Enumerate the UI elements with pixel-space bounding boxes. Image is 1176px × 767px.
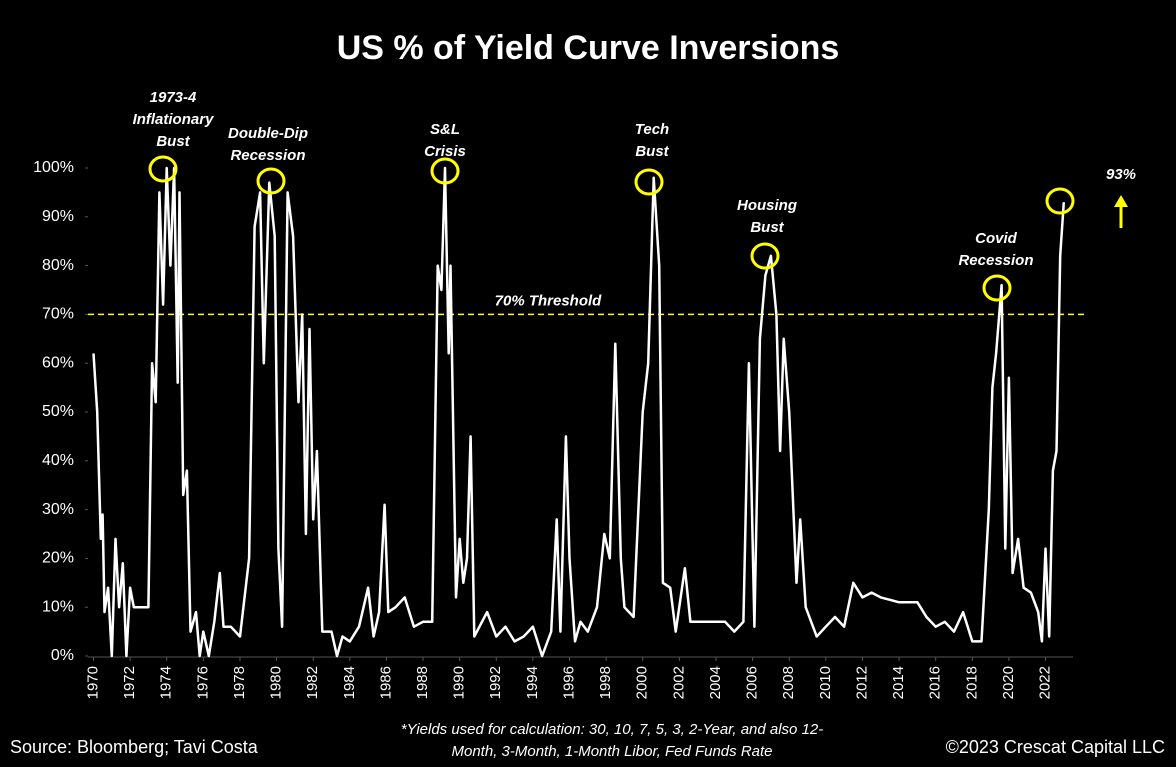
x-tick-label: 2006 (744, 666, 761, 699)
annotation-text: Recession (958, 252, 1033, 269)
x-tick-label: 1992 (487, 666, 504, 699)
y-tick-label: 70% (42, 306, 74, 323)
y-tick-label: 30% (42, 501, 74, 518)
x-tick-label: 2008 (780, 666, 797, 699)
annotation-text: Housing (737, 197, 797, 214)
annotation-circle (634, 168, 664, 196)
threshold-label: 70% Threshold (495, 292, 603, 309)
x-tick-label: 2012 (853, 666, 870, 699)
x-tick-label: 1976 (194, 666, 211, 699)
y-tick-label: 100% (33, 159, 74, 176)
y-tick-label: 50% (42, 403, 74, 420)
annotation-circle (148, 155, 178, 183)
annotation-circle (256, 167, 286, 195)
annotation-text: Bust (750, 219, 784, 236)
x-tick-label: 2014 (890, 666, 907, 699)
annotation-circle (982, 274, 1012, 302)
annotation-circle (430, 157, 460, 185)
x-tick-label: 1974 (158, 666, 175, 699)
x-tick-label: 1986 (377, 666, 394, 699)
x-tick-label: 1972 (121, 666, 138, 699)
y-tick-label: 10% (42, 598, 74, 615)
annotation-text: Bust (156, 133, 190, 150)
annotation-text: Inflationary (133, 111, 215, 128)
x-tick-label: 1998 (597, 666, 614, 699)
x-tick-label: 1994 (524, 666, 541, 699)
x-tick-label: 1984 (341, 666, 358, 699)
x-tick-label: 2010 (817, 666, 834, 699)
x-tick-label: 1990 (451, 666, 468, 699)
annotation-text: Crisis (424, 143, 466, 160)
annotation-circle (1045, 187, 1075, 215)
x-tick-label: 1970 (84, 666, 101, 699)
annotation-circle (750, 242, 780, 270)
y-tick-label: 90% (42, 208, 74, 225)
y-tick-label: 20% (42, 550, 74, 567)
y-tick-label: 40% (42, 452, 74, 469)
note: *Yields used for calculation: 30, 10, 7,… (401, 721, 824, 738)
copyright: ©2023 Crescat Capital LLC (946, 737, 1165, 757)
note: Month, 3-Month, 1-Month Libor, Fed Funds… (452, 743, 773, 760)
annotation-text: Covid (975, 230, 1018, 247)
y-tick-label: 0% (51, 647, 74, 664)
x-tick-label: 2000 (634, 666, 651, 699)
chart-title: US % of Yield Curve Inversions (337, 29, 840, 67)
x-tick-label: 1982 (304, 666, 321, 699)
annotation-text: S&L (430, 121, 460, 138)
annotation-text: Bust (635, 143, 669, 160)
x-tick-label: 2022 (1037, 666, 1054, 699)
annotation-text: Recession (230, 147, 305, 164)
x-tick-label: 2002 (670, 666, 687, 699)
annotation-text: 1973-4 (150, 89, 197, 106)
annotation-text: Double-Dip (228, 125, 308, 142)
x-tick-label: 2004 (707, 666, 724, 699)
x-tick-label: 2016 (927, 666, 944, 699)
x-tick-label: 1988 (414, 666, 431, 699)
x-tick-label: 2018 (963, 666, 980, 699)
y-tick-label: 60% (42, 354, 74, 371)
x-tick-label: 1980 (268, 666, 285, 699)
annotation-text: Tech (635, 121, 669, 138)
arrow-head (1114, 195, 1128, 207)
source: Source: Bloomberg; Tavi Costa (10, 737, 259, 757)
data-line (92, 166, 1066, 658)
x-tick-label: 1978 (231, 666, 248, 699)
annotation-text: 93% (1106, 166, 1136, 183)
x-tick-label: 1996 (560, 666, 577, 699)
y-tick-label: 80% (42, 257, 74, 274)
x-tick-label: 2020 (1000, 666, 1017, 699)
